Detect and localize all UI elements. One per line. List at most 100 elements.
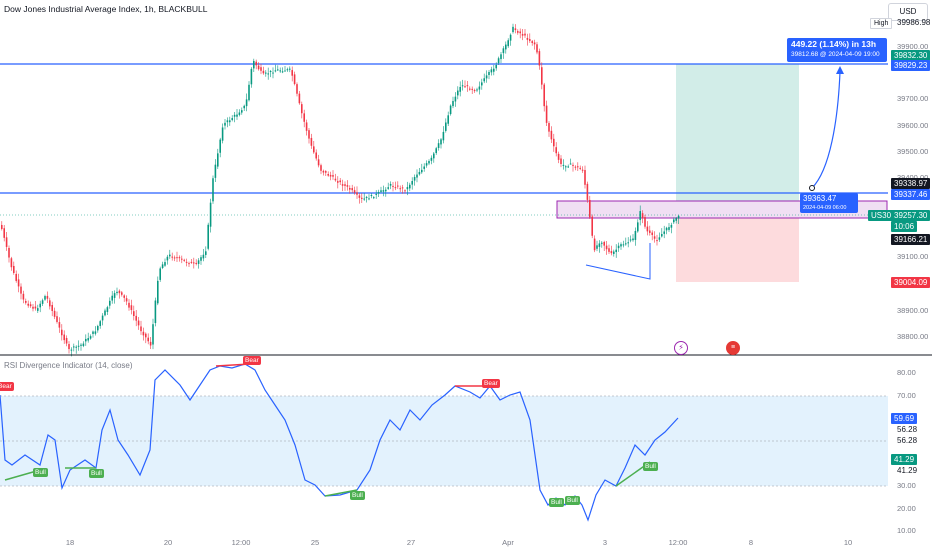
candle bbox=[509, 34, 512, 41]
currency-button[interactable]: USD bbox=[888, 3, 928, 21]
candle bbox=[497, 58, 500, 64]
candle bbox=[353, 190, 356, 193]
candle bbox=[15, 273, 17, 281]
candle bbox=[435, 148, 437, 154]
candle bbox=[406, 187, 409, 190]
last-price-label: 39257.30 bbox=[891, 210, 931, 221]
resistance-price-label: 39829.23 bbox=[891, 60, 931, 71]
rsi-value-label: 59.69 bbox=[891, 413, 918, 424]
stop-zone[interactable] bbox=[676, 218, 799, 282]
candle bbox=[445, 122, 447, 131]
profit-zone[interactable] bbox=[676, 64, 799, 201]
bull-badge: Bull bbox=[549, 498, 564, 507]
candle bbox=[505, 44, 507, 50]
candle bbox=[339, 180, 341, 183]
candle bbox=[433, 153, 435, 159]
candle bbox=[421, 169, 423, 173]
anchor-point[interactable] bbox=[809, 185, 815, 191]
candle bbox=[231, 118, 233, 120]
candle bbox=[380, 190, 382, 192]
candle bbox=[332, 175, 334, 177]
projection-arrow[interactable] bbox=[811, 71, 841, 189]
candle bbox=[296, 84, 298, 94]
candle bbox=[389, 184, 392, 186]
candle bbox=[423, 166, 425, 169]
candle bbox=[565, 166, 567, 168]
candle bbox=[488, 72, 490, 76]
candle bbox=[85, 338, 87, 342]
candle bbox=[313, 146, 315, 153]
candle bbox=[567, 166, 569, 168]
candle bbox=[382, 190, 385, 192]
anchor-callout[interactable]: 39363.47 2024-04-09 06:00 bbox=[800, 193, 858, 213]
candle bbox=[214, 164, 217, 178]
candle bbox=[502, 48, 505, 54]
candle bbox=[303, 113, 305, 122]
candle bbox=[250, 68, 253, 85]
candle bbox=[579, 167, 581, 169]
price-tick: 39400.00 bbox=[897, 173, 928, 182]
anchor-price: 39363.47 bbox=[803, 194, 837, 203]
candle bbox=[99, 321, 101, 326]
candle bbox=[157, 280, 159, 304]
candle bbox=[625, 243, 627, 245]
candle bbox=[665, 227, 668, 231]
candle bbox=[449, 105, 452, 115]
candle bbox=[277, 69, 279, 71]
candle bbox=[92, 331, 94, 334]
chart-title: Dow Jones Industrial Average Index, 1h, … bbox=[4, 4, 208, 14]
candle bbox=[219, 139, 221, 153]
candle bbox=[317, 159, 320, 166]
candle bbox=[229, 120, 231, 123]
candle bbox=[555, 147, 557, 154]
candle bbox=[87, 338, 89, 341]
candle bbox=[190, 261, 193, 263]
time-tick: 12:00 bbox=[668, 538, 688, 547]
high-label: High bbox=[870, 18, 893, 29]
candle bbox=[243, 105, 245, 109]
candle bbox=[1, 224, 3, 229]
bull-badge: Bull bbox=[565, 496, 580, 505]
candle bbox=[334, 178, 337, 181]
candle bbox=[550, 130, 553, 140]
bull-badge: Bull bbox=[643, 462, 658, 471]
candle bbox=[56, 316, 58, 322]
stop-price-label: 39004.09 bbox=[891, 277, 931, 288]
candle bbox=[610, 251, 613, 254]
candle bbox=[536, 44, 538, 53]
candle bbox=[3, 228, 5, 238]
candle bbox=[37, 308, 39, 311]
candle bbox=[471, 88, 473, 90]
candle bbox=[205, 251, 207, 255]
measure-callout[interactable]: 449.22 (1.14%) in 13h 39812.68 @ 2024-04… bbox=[787, 38, 887, 62]
candle bbox=[392, 185, 394, 187]
candle bbox=[401, 187, 404, 189]
candle bbox=[238, 112, 241, 115]
candle bbox=[65, 337, 68, 344]
candle bbox=[209, 202, 212, 227]
candle bbox=[622, 244, 625, 246]
candle bbox=[605, 245, 608, 250]
candle bbox=[668, 227, 670, 230]
candle bbox=[416, 174, 418, 178]
divergence-line[interactable] bbox=[585, 243, 651, 280]
candle bbox=[97, 325, 99, 331]
candle bbox=[41, 300, 44, 304]
rsi-value-label: 41.29 bbox=[891, 454, 918, 465]
candle bbox=[673, 219, 675, 223]
candle bbox=[80, 344, 82, 346]
candle bbox=[241, 110, 243, 113]
candle bbox=[562, 164, 565, 166]
candle bbox=[641, 213, 644, 219]
high-value: 39986.98 bbox=[897, 18, 931, 27]
candle bbox=[593, 238, 596, 251]
candle bbox=[320, 165, 322, 171]
candle bbox=[478, 86, 481, 90]
candle bbox=[27, 303, 29, 306]
candle bbox=[476, 89, 478, 91]
lightning-icon[interactable]: ⚡ bbox=[674, 341, 688, 355]
time-tick: 10 bbox=[843, 538, 853, 547]
candle bbox=[341, 184, 344, 186]
us-flag-icon[interactable]: ≡ bbox=[726, 341, 740, 355]
